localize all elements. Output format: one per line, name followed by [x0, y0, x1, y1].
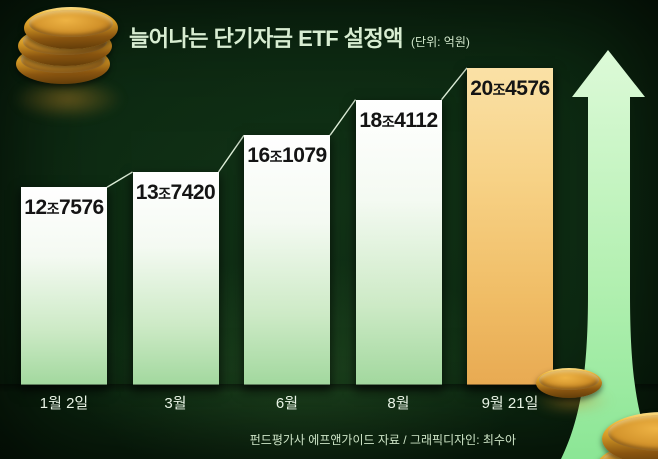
floor-shadow — [0, 384, 658, 393]
bar-value-label: 12조7576 — [24, 196, 104, 220]
x-axis-label: 3월 — [164, 395, 187, 412]
chart-title: 늘어나는 단기자금 ETF 설정액 — [129, 26, 404, 51]
bar-value-label: 13조7420 — [135, 180, 216, 204]
x-axis-label: 1월 2일 — [39, 395, 89, 412]
coin-icon — [602, 412, 658, 459]
bar-value-label: 20조4576 — [470, 76, 550, 100]
connector-line — [329, 99, 357, 136]
source-credit: 펀드평가사 에프앤가이드 자료 / 그래픽디자인: 최수아 — [249, 433, 516, 447]
bar-value-label: 18조4112 — [359, 108, 438, 132]
coin-icon — [536, 368, 602, 398]
unit-note: (단위: 억원) — [411, 35, 470, 49]
chart-header: 늘어나는 단기자금 ETF 설정액 (단위: 억원) — [129, 21, 470, 53]
coin-reflection — [12, 78, 124, 120]
bar: 18조4112 — [355, 99, 442, 385]
coin-icon — [24, 7, 118, 49]
bar: 16조1079 — [244, 135, 330, 385]
connector-line — [106, 171, 133, 188]
bar-highlighted: 20조4576 — [467, 67, 553, 385]
bar: 12조7576 — [21, 187, 107, 385]
x-axis-label: 8월 — [387, 395, 410, 412]
bar: 13조7420 — [132, 171, 219, 385]
connector-line — [440, 67, 468, 101]
bar-value-label: 16조1079 — [247, 144, 327, 168]
x-axis-label: 9월 21일 — [481, 395, 539, 412]
x-axis-label: 6월 — [275, 395, 299, 412]
connector-line — [217, 134, 245, 173]
